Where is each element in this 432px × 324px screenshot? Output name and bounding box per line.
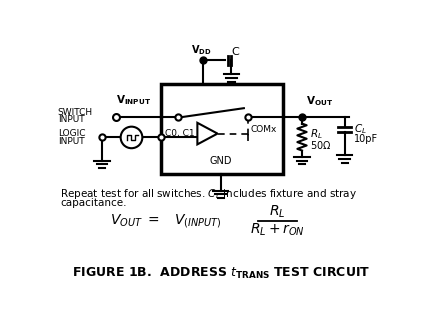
Text: $R_L$: $R_L$: [269, 203, 286, 220]
Text: INPUT: INPUT: [58, 137, 85, 146]
Text: $\mathbf{V_{INPUT}}$: $\mathbf{V_{INPUT}}$: [116, 93, 151, 107]
Text: capacitance.: capacitance.: [60, 198, 127, 207]
Text: 50$\Omega$: 50$\Omega$: [310, 139, 331, 151]
Text: FIGURE 1B.  ADDRESS $t_{\mathbf{TRANS}}$ TEST CIRCUIT: FIGURE 1B. ADDRESS $t_{\mathbf{TRANS}}$ …: [72, 266, 371, 281]
Text: $R_L$: $R_L$: [310, 127, 323, 141]
Text: Repeat test for all switches. $C_L$ includes fixture and stray: Repeat test for all switches. $C_L$ incl…: [60, 187, 357, 201]
Polygon shape: [197, 123, 218, 145]
Text: $V_{OUT}$: $V_{OUT}$: [110, 213, 143, 229]
Text: SWITCH: SWITCH: [58, 108, 93, 117]
Text: =: =: [148, 214, 159, 227]
Text: $V_{(INPUT)}$: $V_{(INPUT)}$: [174, 212, 221, 230]
Text: GND: GND: [210, 156, 232, 166]
Text: $\mathbf{V_{OUT}}$: $\mathbf{V_{OUT}}$: [306, 94, 333, 108]
Text: C: C: [232, 47, 239, 57]
Circle shape: [121, 127, 143, 148]
Text: $C_L$: $C_L$: [354, 122, 367, 136]
Text: C0, C1: C0, C1: [165, 129, 194, 138]
Text: $R_L + r_{ON}$: $R_L + r_{ON}$: [250, 222, 305, 238]
Bar: [161, 84, 283, 174]
Text: LOGIC: LOGIC: [58, 129, 86, 138]
Text: COMx: COMx: [251, 125, 277, 134]
Text: $\mathbf{V_{DD}}$: $\mathbf{V_{DD}}$: [191, 43, 212, 57]
Text: 10pF: 10pF: [354, 134, 378, 144]
Text: INPUT: INPUT: [58, 115, 85, 124]
